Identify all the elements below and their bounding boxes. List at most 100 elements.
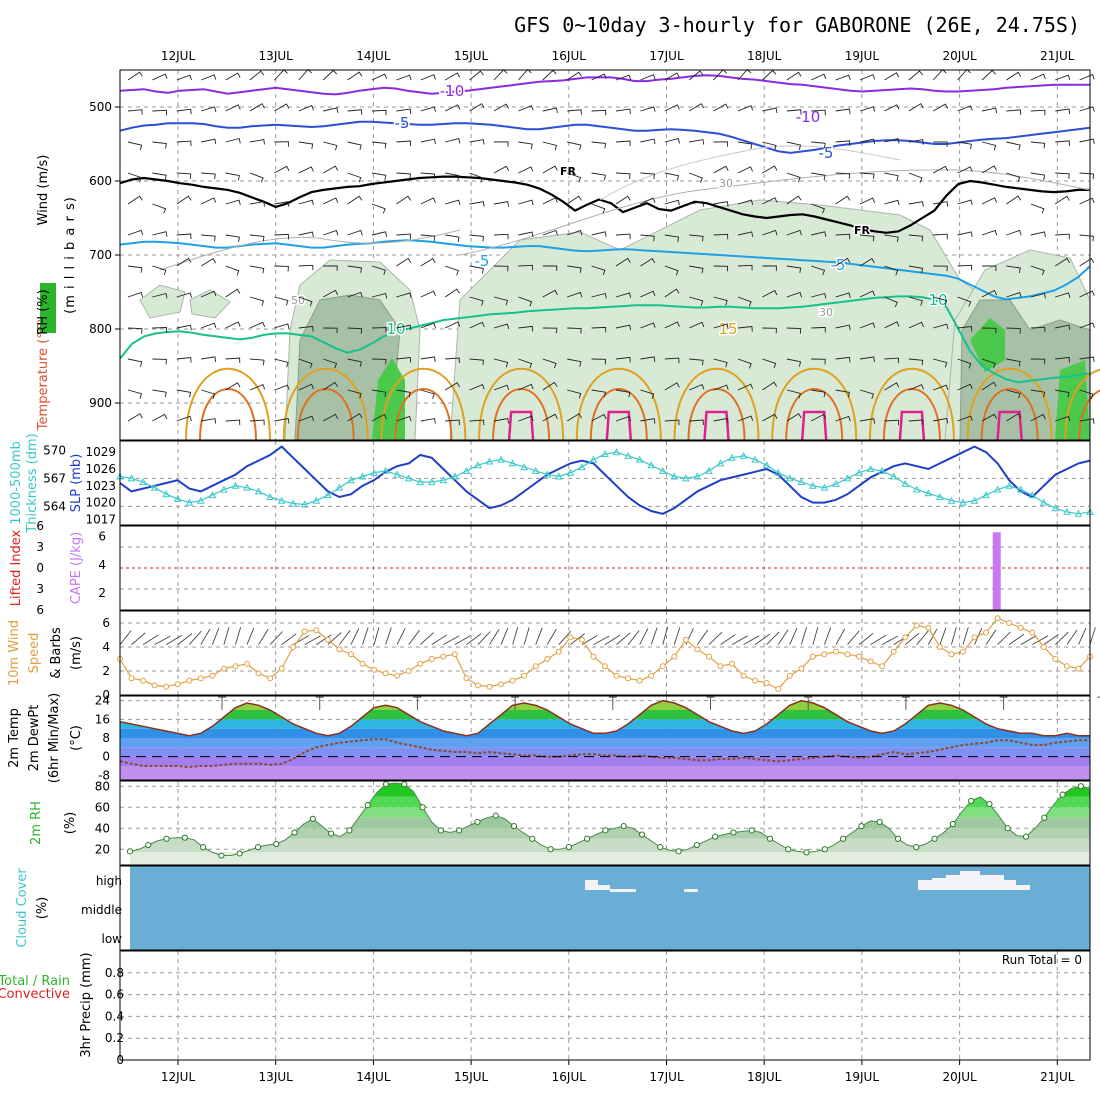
- wind-barb: [1054, 195, 1070, 205]
- wind-barb: [274, 323, 290, 329]
- wind-barb: [152, 203, 167, 214]
- thickness-point: [439, 476, 448, 484]
- thickness-point: [347, 476, 355, 484]
- wind-barb: [371, 109, 387, 116]
- thickness-point: [658, 466, 667, 474]
- thickness-point: [416, 478, 425, 486]
- wind-barb: [396, 195, 412, 205]
- rh-band: [130, 796, 1090, 808]
- wind-barb: [981, 69, 996, 81]
- wind-barb: [859, 172, 875, 180]
- wind-barb: [535, 627, 543, 645]
- wind-barb: [884, 72, 900, 81]
- wind-barb: [835, 172, 851, 179]
- thickness-point: [404, 474, 413, 482]
- wind-barb: [708, 631, 723, 645]
- temp-contour-20: [199, 388, 257, 441]
- wind-speed-point: [359, 660, 366, 667]
- wind-barb: [542, 327, 558, 334]
- wind-barb: [812, 627, 819, 645]
- wind-barb: [201, 389, 216, 399]
- wind-barb: [298, 264, 314, 271]
- wind-barb: [811, 326, 826, 333]
- wind-barb: [347, 141, 362, 151]
- thickness-point: [531, 466, 540, 474]
- wind-barb: [811, 389, 826, 398]
- wind-barb: [396, 108, 412, 115]
- thickness-point: [947, 496, 956, 504]
- thickness-point: [924, 489, 933, 497]
- wind-barb: [176, 357, 192, 363]
- wind-barb: [201, 74, 217, 81]
- contour-label: 10: [386, 320, 405, 338]
- wind-barb: [737, 231, 754, 237]
- rh-contour: [599, 145, 901, 201]
- wind-barb: [591, 326, 607, 333]
- wind-barb: [664, 104, 680, 112]
- wind-barb: [616, 632, 631, 645]
- wind-barb: [396, 74, 412, 81]
- wind-barb: [420, 234, 436, 242]
- wind-barb: [566, 71, 582, 81]
- high-cloud-gap: [1004, 880, 1016, 890]
- wind-barb: [786, 172, 801, 183]
- wind-barb: [689, 201, 705, 207]
- precip-grid: [120, 951, 1090, 1060]
- wind-barb: [347, 265, 363, 273]
- wind-barb: [127, 172, 142, 183]
- rh-point: [894, 835, 902, 842]
- wind-barb: [142, 634, 159, 645]
- wind-barb: [689, 234, 704, 242]
- panel-label: (6hr Min/Max): [47, 693, 62, 783]
- wind-speed-point: [336, 646, 343, 653]
- wind-barb: [1089, 627, 1096, 645]
- wind-barb: [500, 627, 509, 645]
- wind-speed-point: [1006, 620, 1013, 626]
- thickness-point: [889, 472, 898, 480]
- wind-barb: [249, 384, 266, 391]
- wind-barb: [591, 358, 607, 365]
- wind-barb: [454, 635, 471, 645]
- wind-barb: [981, 229, 998, 236]
- wind-barb: [274, 233, 289, 240]
- wind-speed-point: [694, 646, 701, 653]
- thickness-point: [982, 491, 990, 499]
- wind-barb: [916, 630, 929, 645]
- rh-point: [1004, 825, 1011, 832]
- wind-barb: [762, 265, 777, 272]
- wind-barb: [1030, 389, 1046, 398]
- wind-speed-point: [371, 666, 378, 673]
- panel-label: (°C): [69, 725, 84, 751]
- chart-title: GFS 0~10day 3-hourly for GABORONE (26E, …: [514, 13, 1080, 37]
- wind-barb: [518, 325, 534, 332]
- wind-barb: [1055, 74, 1071, 81]
- wind-barb: [591, 389, 606, 398]
- wind-barb: [933, 384, 949, 391]
- wind-barb: [298, 325, 314, 332]
- contour-label: FR: [854, 224, 871, 237]
- wind-barb: [859, 290, 876, 298]
- wind-speed-point: [174, 681, 181, 688]
- y-tick-label: 20: [95, 842, 110, 856]
- wind-speed-point: [301, 628, 308, 635]
- wind-barb: [225, 234, 240, 243]
- wind-barb: [981, 107, 998, 114]
- contour-label: FR: [560, 165, 577, 178]
- wind-barb: [154, 635, 171, 645]
- contour-label: 10: [928, 291, 947, 309]
- max-temp-bar: [1097, 696, 1100, 698]
- rh-point: [821, 846, 828, 853]
- wind-barb: [420, 290, 436, 298]
- wind-barb: [469, 234, 485, 242]
- wind-barb: [664, 265, 679, 276]
- wind-barb: [859, 197, 876, 205]
- rh-point: [693, 841, 700, 849]
- wind-speed-point: [856, 653, 863, 660]
- wind-barb: [127, 265, 143, 273]
- wind-barb: [152, 73, 168, 81]
- wind-barb: [567, 109, 582, 115]
- wind-barb: [737, 166, 754, 174]
- wind-barb: [298, 166, 314, 174]
- temp-contour-15: [575, 367, 662, 441]
- wind-speed-point: [983, 629, 990, 636]
